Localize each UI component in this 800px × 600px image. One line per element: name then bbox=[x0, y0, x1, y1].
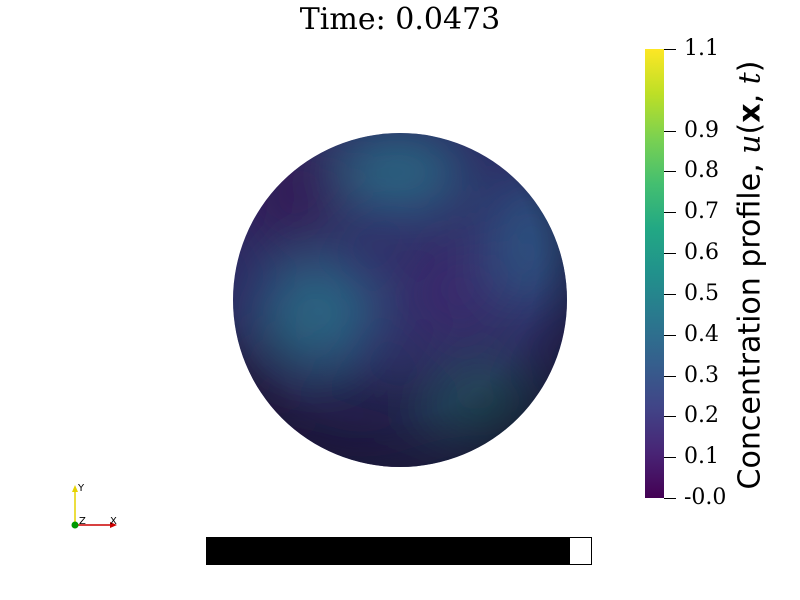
colorbar-tick-mark bbox=[664, 376, 676, 377]
colorbar-tick-label: 0.7 bbox=[684, 199, 719, 224]
colorbar-tick-mark bbox=[664, 171, 676, 172]
colorbar-tick-label: 0.3 bbox=[684, 363, 719, 388]
colorbar-tick-label: 0.8 bbox=[684, 158, 719, 183]
colorbar-tick-label: 0.4 bbox=[684, 322, 719, 347]
x-axis-arrow bbox=[110, 522, 117, 528]
time-title: Time: 0.0473 bbox=[299, 2, 501, 37]
colorbar-tick-mark bbox=[664, 212, 676, 213]
colorbar-tick-label: 1.1 bbox=[684, 36, 719, 61]
colorbar-gradient bbox=[645, 49, 664, 498]
progress-bar bbox=[206, 537, 592, 565]
colorbar-tick-mark bbox=[664, 131, 676, 132]
y-axis-arrow bbox=[72, 485, 78, 492]
progress-fill bbox=[207, 538, 570, 564]
colorbar-tick-mark bbox=[664, 457, 676, 458]
colorbar-tick-label: 0.2 bbox=[684, 403, 719, 428]
colorbar-tick-label: -0.0 bbox=[684, 485, 727, 510]
colorbar-tick-mark bbox=[664, 416, 676, 417]
colorbar-tick-label: 0.5 bbox=[684, 281, 719, 306]
colorbar-tick-mark bbox=[664, 253, 676, 254]
colorbar-tick-label: 0.9 bbox=[684, 118, 719, 143]
colorbar-title: Concentration profile, u(x, t) bbox=[732, 60, 768, 490]
z-axis-dot bbox=[71, 521, 79, 529]
colorbar-tick-mark bbox=[664, 294, 676, 295]
colorbar-tick-mark bbox=[664, 498, 676, 499]
z-axis-label: Z bbox=[79, 516, 86, 527]
colorbar-tick-mark bbox=[664, 335, 676, 336]
colorbar-tick-mark bbox=[664, 49, 676, 50]
x-axis-label: X bbox=[110, 516, 117, 527]
colorbar-tick-label: 0.1 bbox=[684, 444, 719, 469]
sphere-render[interactable] bbox=[232, 132, 568, 468]
colorbar-tick-label: 0.6 bbox=[684, 240, 719, 265]
y-axis-label: Y bbox=[77, 483, 85, 494]
sphere-svg bbox=[233, 133, 567, 467]
orientation-axes: Y Z X bbox=[60, 478, 130, 538]
